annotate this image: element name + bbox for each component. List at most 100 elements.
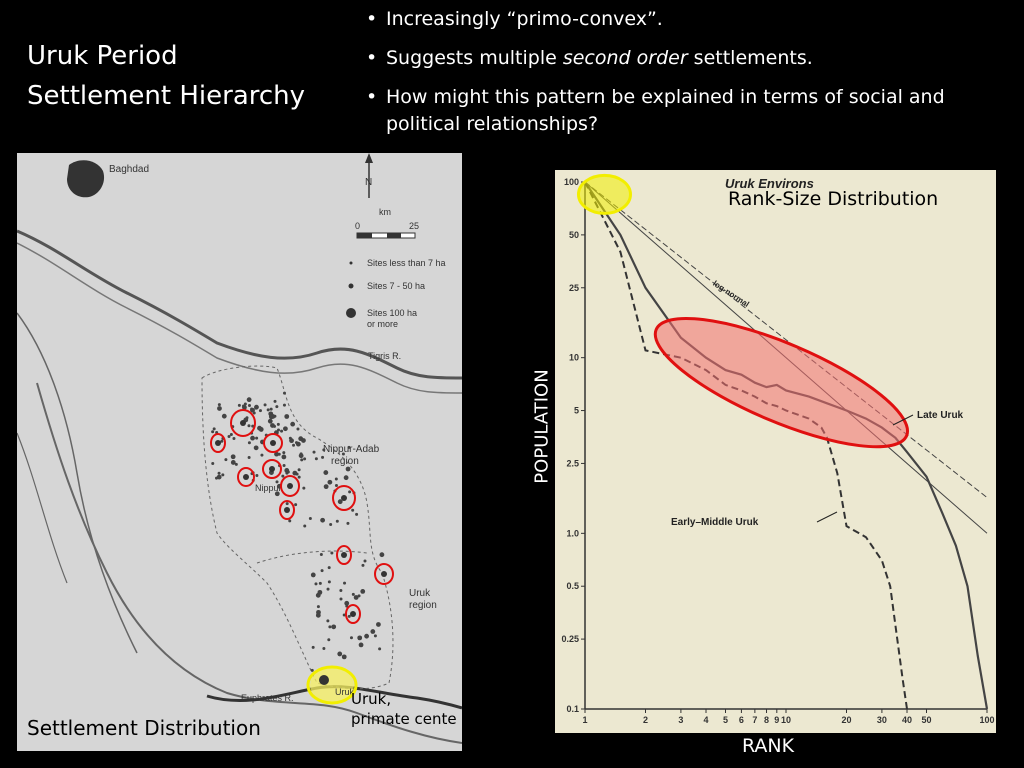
site-dot: [266, 408, 270, 412]
chart-highlights: [576, 173, 910, 449]
site-dot: [320, 517, 326, 523]
survey-boundary: [201, 365, 394, 690]
site-dot: [230, 460, 236, 465]
site-dot: [212, 427, 216, 431]
site-dot: [290, 421, 296, 427]
rank-size-distribution-label: Rank-Size Distribution: [728, 188, 939, 210]
site-dot: [322, 647, 326, 651]
site-dot: [342, 613, 346, 617]
uruk-primate-callout: Uruk, primate cente: [351, 690, 457, 728]
site-dot: [318, 581, 322, 585]
site-dot: [252, 411, 256, 415]
boundary-line: [36, 382, 462, 744]
site-dot: [317, 589, 323, 595]
site-dot: [217, 471, 221, 475]
second-order-circle: [230, 409, 256, 437]
site-dot: [349, 636, 353, 640]
site-dot: [344, 600, 350, 606]
site-dot: [339, 597, 343, 601]
site-dot: [273, 414, 277, 418]
site-dot: [243, 402, 247, 406]
second-order-highlight: [653, 316, 910, 449]
legend-large-label-1: Sites 100 ha: [367, 308, 417, 318]
bullet-item: Suggests multiple second order settlemen…: [362, 45, 1012, 72]
site-dot: [320, 569, 324, 573]
second-order-circle: [332, 485, 356, 511]
x-tick-label: 20: [841, 715, 851, 725]
site-dot: [273, 399, 277, 403]
north-label: N: [365, 177, 372, 188]
site-dot: [341, 654, 347, 660]
site-dot: [211, 430, 215, 434]
primate-highlight-fill: [579, 176, 630, 213]
site-dot: [250, 407, 254, 411]
site-dot: [357, 594, 361, 598]
site-dot: [282, 403, 286, 407]
tigris-river: [17, 229, 462, 380]
second-order-circle: [262, 459, 282, 479]
second-order-circle: [345, 604, 361, 624]
scale-min-label: 0: [355, 221, 360, 231]
y-tick-label: 0.5: [566, 581, 579, 591]
site-dot: [246, 397, 252, 403]
site-dot: [301, 438, 306, 443]
x-tick-label: 3: [678, 715, 683, 725]
site-dot: [229, 432, 233, 436]
site-dot: [348, 490, 352, 494]
scale-max-label: 25: [409, 221, 419, 231]
y-tick-label: 2.5: [566, 458, 579, 468]
second-order-site: [350, 611, 356, 617]
series-line-late-uruk: [584, 181, 989, 710]
site-dot: [224, 458, 228, 462]
second-order-circle: [210, 433, 226, 453]
site-dot: [247, 424, 251, 428]
x-tick-label: 50: [921, 715, 931, 725]
site-dot: [292, 470, 298, 476]
site-dot: [331, 624, 337, 630]
site-dot: [347, 445, 351, 449]
site-dot: [303, 457, 307, 461]
x-tick-label: 1: [582, 715, 587, 725]
x-tick-label: 100: [979, 715, 994, 725]
site-dot: [351, 592, 355, 596]
site-dot: [242, 405, 247, 410]
chart-svg: Uruk Environs 1 2 3 4 5 6 7 8 9 10 20 30 40 50 1001005…: [561, 173, 995, 725]
site-dot: [379, 552, 385, 558]
rank-size-chart: Uruk Environs 1 2 3 4 5 6 7 8 9 10 20 30 40 50 100 100 5…: [555, 170, 996, 733]
site-dot: [310, 572, 316, 578]
site-dot: [253, 445, 259, 451]
y-tick-label: 100: [564, 177, 579, 187]
second-order-site: [341, 495, 347, 501]
region-divider: [256, 550, 368, 564]
site-dot: [322, 448, 326, 452]
baghdad-city: [67, 160, 105, 198]
site-dot: [284, 414, 290, 419]
site-dot: [227, 435, 231, 439]
site-dot: [273, 424, 277, 428]
x-tick-label: 2: [643, 715, 648, 725]
site-dot: [339, 588, 343, 592]
site-dot: [247, 441, 251, 445]
second-order-circle: [280, 475, 300, 497]
site-dot: [327, 479, 333, 485]
site-dot: [255, 436, 259, 440]
site-dot: [254, 406, 258, 410]
site-dot: [247, 455, 251, 459]
y-tick-label: 50: [569, 230, 579, 240]
site-dot: [323, 470, 329, 475]
site-dot: [216, 474, 222, 480]
uruk-site-marker: [319, 675, 329, 685]
site-dot: [303, 524, 307, 528]
site-dot: [361, 563, 365, 567]
site-dot: [257, 425, 262, 431]
site-dot: [296, 427, 300, 431]
second-order-circle: [374, 563, 394, 585]
second-order-site: [381, 571, 387, 577]
site-dot: [330, 551, 334, 555]
site-dot: [285, 502, 289, 506]
site-dot: [255, 474, 259, 478]
settlement-distribution-label: Settlement Distribution: [27, 716, 261, 740]
site-dot: [282, 463, 286, 467]
x-tick-label: 9: [774, 715, 779, 725]
map-svg: Baghdad N km 0 25 Sites less than 7 ha S…: [17, 153, 462, 744]
